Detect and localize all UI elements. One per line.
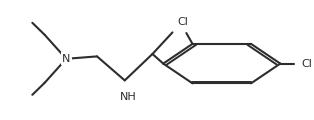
- Text: N: N: [62, 54, 70, 64]
- Text: Cl: Cl: [178, 17, 189, 27]
- Text: NH: NH: [119, 92, 136, 102]
- Text: Cl: Cl: [302, 59, 313, 69]
